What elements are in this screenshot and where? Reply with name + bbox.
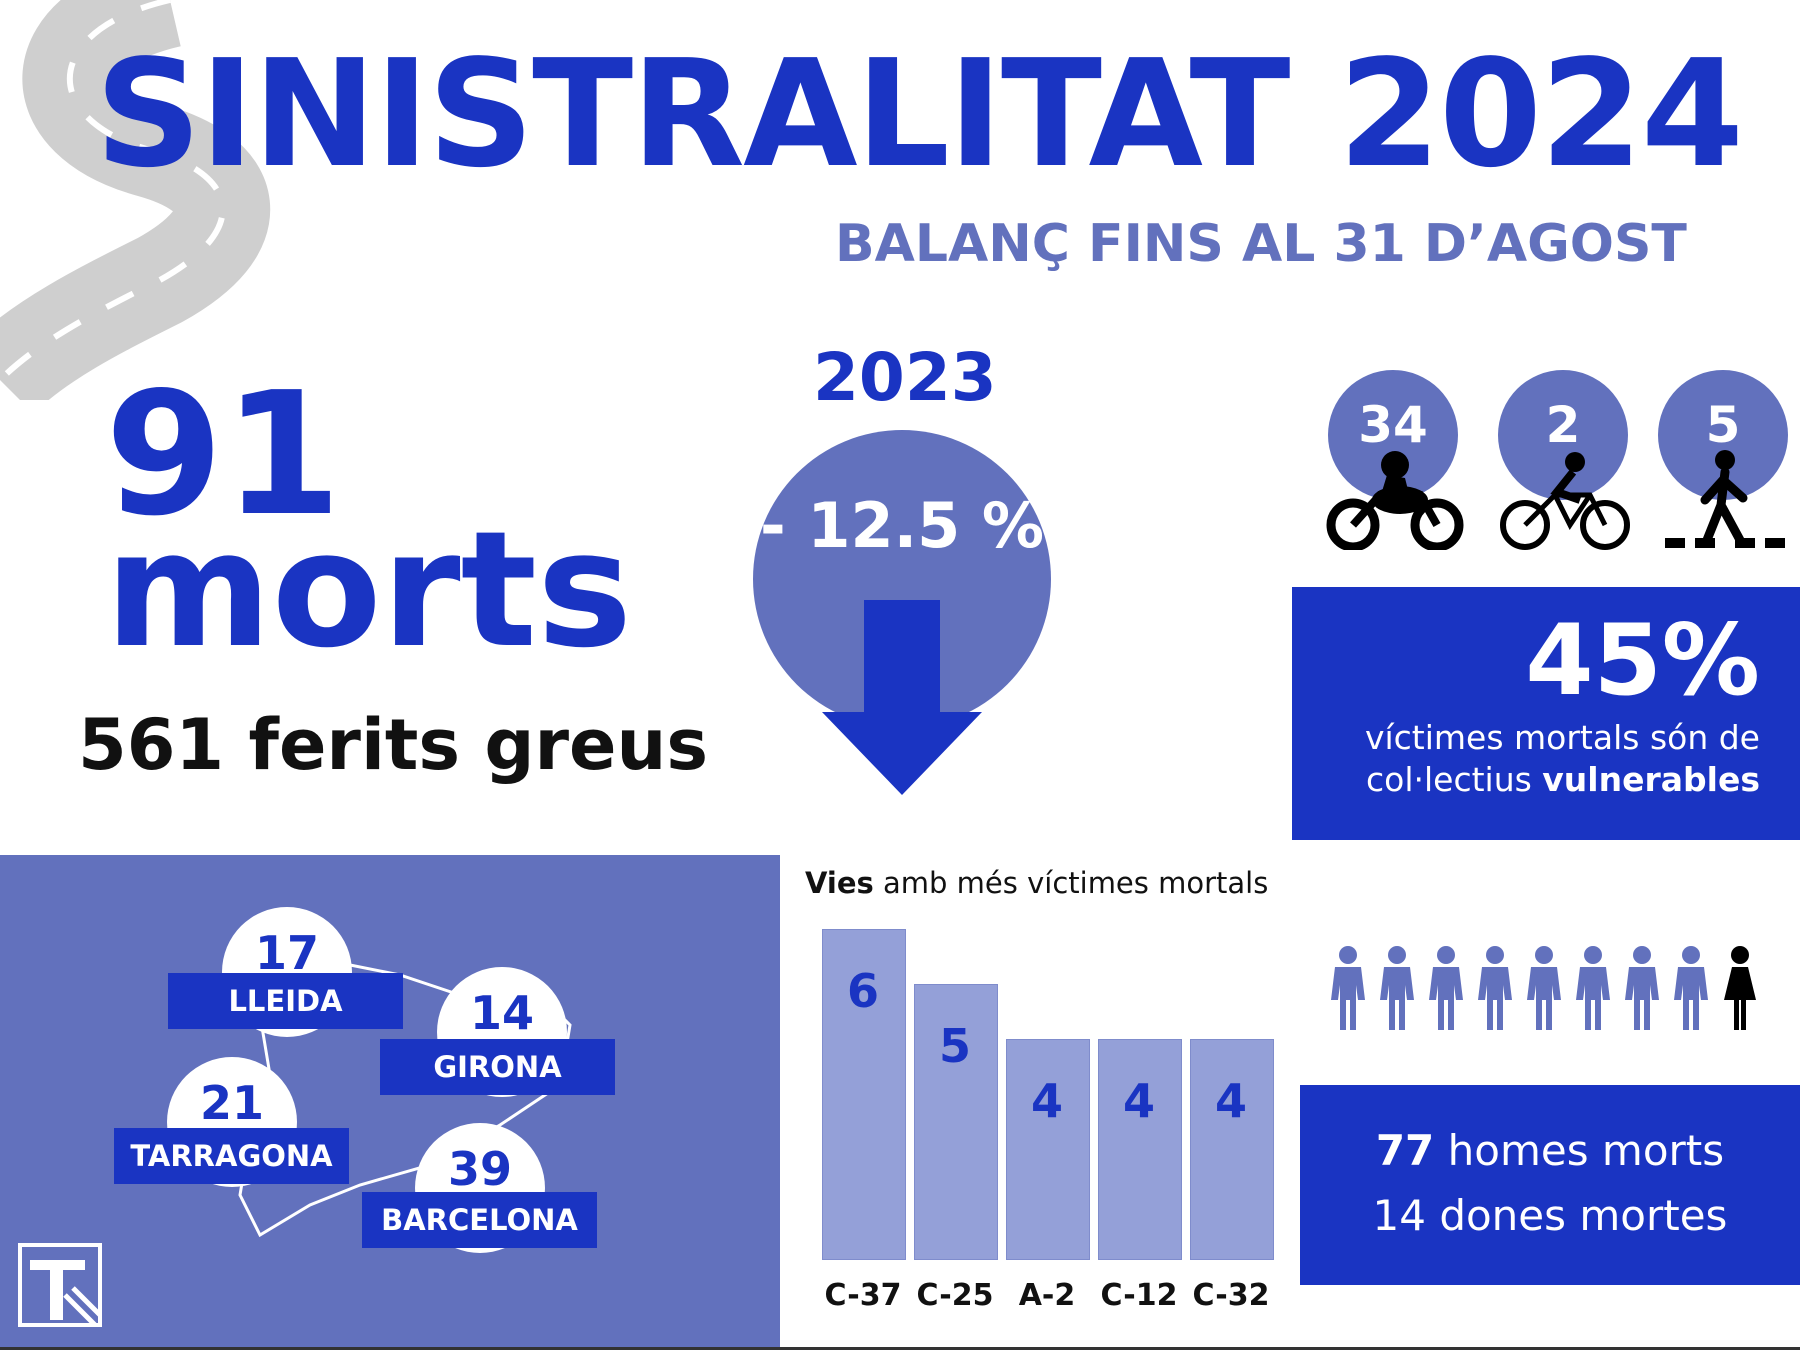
deaths-word: morts xyxy=(105,496,633,683)
bar-category-C-12: C-12 xyxy=(1100,1278,1178,1313)
woman-icon xyxy=(1724,946,1756,1030)
change-value: - 12.5 % xyxy=(760,489,1044,562)
roads-title-rest: amb més víctimes mortals xyxy=(873,866,1269,900)
man-icon xyxy=(1331,946,1365,1030)
man-icon xyxy=(1429,946,1463,1030)
vulnerable-box: 45% víctimes mortals són de col·lectius … xyxy=(1292,587,1800,840)
men-line: 77 homes morts xyxy=(1300,1130,1800,1172)
man-icon xyxy=(1527,946,1561,1030)
deaths-number: 91 xyxy=(105,356,342,554)
men-label: homes morts xyxy=(1434,1126,1725,1175)
bar-value-C-12: 4 xyxy=(1122,1074,1155,1128)
man-icon xyxy=(1674,946,1708,1030)
roads-chart-title: Vies amb més víctimes mortals xyxy=(805,866,1268,900)
page-subtitle: BALANÇ FINS AL 31 D’AGOST xyxy=(835,214,1687,274)
bar-category-A-2: A-2 xyxy=(1018,1278,1076,1313)
bar-category-C-32: C-32 xyxy=(1192,1278,1270,1313)
bicycle-icon xyxy=(1500,452,1630,550)
bar-C-12 xyxy=(1098,1039,1182,1260)
vulnerable-line2-prefix: col·lectius xyxy=(1365,760,1543,799)
comparison-year: 2023 xyxy=(813,339,997,416)
girona-label: GIRONA xyxy=(380,1039,615,1095)
lleida-label: LLEIDA xyxy=(168,973,403,1029)
vulnerable-line1: víctimes mortals són de xyxy=(1364,718,1760,757)
bar-C-25 xyxy=(914,984,998,1260)
women-line: 14 dones mortes xyxy=(1372,1191,1728,1240)
bar-C-37 xyxy=(822,929,906,1260)
injured-count: 561 ferits greus xyxy=(78,704,709,786)
man-icon xyxy=(1478,946,1512,1030)
road-decoration xyxy=(0,0,270,400)
vulnerable-description: víctimes mortals són de col·lectius vuln… xyxy=(1280,717,1760,801)
provinces-map-panel: 17 LLEIDA 14 GIRONA 21 TARRAGONA 39 BARC… xyxy=(0,855,780,1350)
vulnerable-percent: 45% xyxy=(1525,604,1760,718)
tarragona-label: TARRAGONA xyxy=(114,1128,349,1184)
man-icon xyxy=(1576,946,1610,1030)
gender-box: 77 homes morts 14 dones mortes xyxy=(1300,1085,1800,1285)
bar-value-C-25: 5 xyxy=(938,1019,971,1073)
vulnerable-line2-bold: vulnerables xyxy=(1542,760,1760,799)
men-count: 77 xyxy=(1375,1126,1435,1175)
motorcycle-icon xyxy=(1326,451,1464,550)
bar-category-C-25: C-25 xyxy=(916,1278,994,1313)
roads-bar-chart: 6 C-37 5 C-25 4 A-2 4 C-12 4 C-32 xyxy=(800,900,1290,1320)
man-icon xyxy=(1380,946,1414,1030)
bar-value-A-2: 4 xyxy=(1030,1074,1063,1128)
bar-A-2 xyxy=(1006,1039,1090,1260)
barcelona-label: BARCELONA xyxy=(362,1192,597,1248)
bar-category-C-37: C-37 xyxy=(824,1278,902,1313)
bar-value-C-37: 6 xyxy=(846,964,879,1018)
logo-icon xyxy=(18,1243,102,1327)
down-arrow-icon xyxy=(822,600,982,795)
bottom-border xyxy=(0,1347,1800,1350)
people-icons xyxy=(1331,946,1756,1030)
roads-title-bold: Vies xyxy=(805,866,874,900)
bicycle-count: 2 xyxy=(1498,370,1628,500)
page-title: SINISTRALITAT 2024 xyxy=(95,28,1744,200)
man-icon xyxy=(1625,946,1659,1030)
bar-value-C-32: 4 xyxy=(1214,1074,1247,1128)
bar-C-32 xyxy=(1190,1039,1274,1260)
pedestrian-icon xyxy=(1665,450,1785,548)
